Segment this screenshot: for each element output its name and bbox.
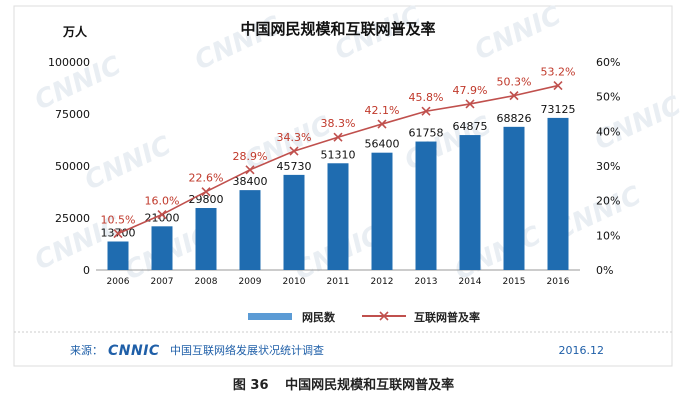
- bar-value-label: 38400: [233, 175, 268, 188]
- line-value-label: 16.0%: [145, 195, 180, 208]
- line-series: [113, 81, 563, 239]
- y-right-tick-label: 40%: [596, 125, 620, 138]
- line-value-label: 42.1%: [365, 104, 400, 117]
- chart-title: 中国网民规模和互联网普及率: [240, 20, 435, 38]
- line-marker-stroke: [113, 229, 123, 239]
- line-marker: [377, 119, 387, 129]
- y-right-tick-label: 60%: [596, 56, 620, 69]
- bar: [283, 174, 305, 270]
- bar: [107, 241, 129, 270]
- source-prefix: 来源：: [70, 343, 103, 357]
- y-left-tick-label: 50000: [55, 160, 90, 173]
- x-tick-label: 2015: [503, 277, 526, 287]
- line-marker-stroke: [201, 187, 211, 197]
- figure-caption: 图 36 中国网民规模和互联网普及率: [0, 374, 687, 393]
- bar-value-label: 73125: [541, 103, 576, 116]
- y-left-tick-label: 25000: [55, 212, 90, 225]
- y-left-tick-label: 100000: [48, 56, 90, 69]
- line-marker-stroke: [465, 99, 475, 109]
- x-tick-label: 2008: [195, 277, 218, 287]
- bar-value-label: 45730: [277, 160, 312, 173]
- x-tick-label: 2012: [371, 277, 394, 287]
- source-org: 中国互联网络发展状况统计调查: [170, 343, 324, 357]
- line-value-label: 47.9%: [453, 84, 488, 97]
- source-date: 2016.12: [559, 344, 605, 357]
- y-right-axis: 0% 10% 20% 30% 40% 50% 60%: [596, 56, 620, 277]
- line-marker-stroke: [377, 119, 387, 129]
- y-left-tick-label: 75000: [55, 108, 90, 121]
- y-right-tick-label: 50%: [596, 91, 620, 104]
- y-right-tick-label: 20%: [596, 195, 620, 208]
- figure-caption-text: 中国网民规模和互联网普及率: [285, 378, 455, 393]
- line-marker-stroke: [509, 91, 519, 101]
- bar: [459, 135, 481, 270]
- bar: [195, 208, 217, 270]
- source-brand-logo: CNNIC: [108, 343, 160, 359]
- line-value-label: 28.9%: [233, 150, 268, 163]
- line-marker: [289, 146, 299, 156]
- line-marker: [509, 91, 519, 101]
- y-axis-unit: 万人: [62, 24, 88, 39]
- bar-value-label: 56400: [365, 138, 400, 151]
- figure-number: 图 36: [232, 378, 269, 393]
- legend-bar-label: 网民数: [302, 310, 336, 324]
- line-marker-stroke: [289, 146, 299, 156]
- line-marker-stroke: [245, 165, 255, 175]
- x-axis: 2006 2007 2008 2009 2010 2011 2012 2013 2014 2015…: [107, 277, 570, 287]
- bar-value-label: 61758: [409, 127, 444, 140]
- line-marker-stroke: [553, 81, 563, 91]
- x-tick-label: 2006: [107, 277, 130, 287]
- bar: [151, 226, 173, 270]
- bar: [503, 126, 525, 270]
- line-marker-stroke: [157, 209, 167, 220]
- x-tick-label: 2013: [415, 277, 438, 287]
- y-right-tick-label: 10%: [596, 229, 620, 242]
- y-right-tick-label: 30%: [596, 160, 620, 173]
- line-value-label: 38.3%: [321, 117, 356, 130]
- legend-bar-swatch: [248, 313, 292, 320]
- bar-value-label: 68826: [497, 112, 532, 125]
- bar: [239, 190, 261, 270]
- legend-line-label: 互联网普及率: [414, 310, 480, 324]
- x-tick-label: 2010: [283, 277, 306, 287]
- line-value-label: 22.6%: [189, 172, 224, 185]
- line-marker: [201, 187, 211, 197]
- line-value-labels: 10.5% 16.0% 22.6% 28.9% 34.3% 38.3% 42.1% 45.8%…: [101, 66, 576, 227]
- bar: [547, 117, 569, 271]
- line-marker-stroke: [333, 132, 343, 142]
- line-value-label: 45.8%: [409, 91, 444, 104]
- bar-series: [107, 117, 569, 271]
- line-marker: [157, 209, 167, 220]
- line-value-label: 53.2%: [541, 66, 576, 79]
- bar-value-label: 29800: [189, 193, 224, 206]
- y-left-tick-label: 0: [83, 264, 90, 277]
- line-marker: [421, 106, 431, 116]
- bar: [327, 163, 349, 270]
- line-marker: [245, 165, 255, 175]
- x-tick-label: 2011: [327, 277, 350, 287]
- line-value-label: 10.5%: [101, 214, 136, 227]
- bar: [415, 141, 437, 270]
- line-value-label: 50.3%: [497, 76, 532, 89]
- line-marker: [465, 99, 475, 109]
- y-right-tick-label: 0%: [596, 264, 613, 277]
- bar-value-label: 64875: [453, 120, 488, 133]
- line-marker: [113, 229, 123, 239]
- bar-value-label: 51310: [321, 148, 356, 161]
- bar: [371, 152, 393, 270]
- bar-value-label: 21000: [145, 211, 180, 224]
- line-marker-stroke: [421, 106, 431, 116]
- line-marker: [553, 81, 563, 91]
- x-tick-label: 2016: [547, 277, 570, 287]
- legend: 网民数 互联网普及率: [248, 310, 480, 324]
- legend-line-marker: [379, 311, 389, 321]
- x-tick-label: 2007: [151, 277, 174, 287]
- x-tick-label: 2014: [459, 277, 482, 287]
- line-marker: [333, 132, 343, 142]
- x-tick-label: 2009: [239, 277, 262, 287]
- y-left-axis: 0 25000 50000 75000 100000: [48, 56, 90, 277]
- line-value-label: 34.3%: [277, 131, 312, 144]
